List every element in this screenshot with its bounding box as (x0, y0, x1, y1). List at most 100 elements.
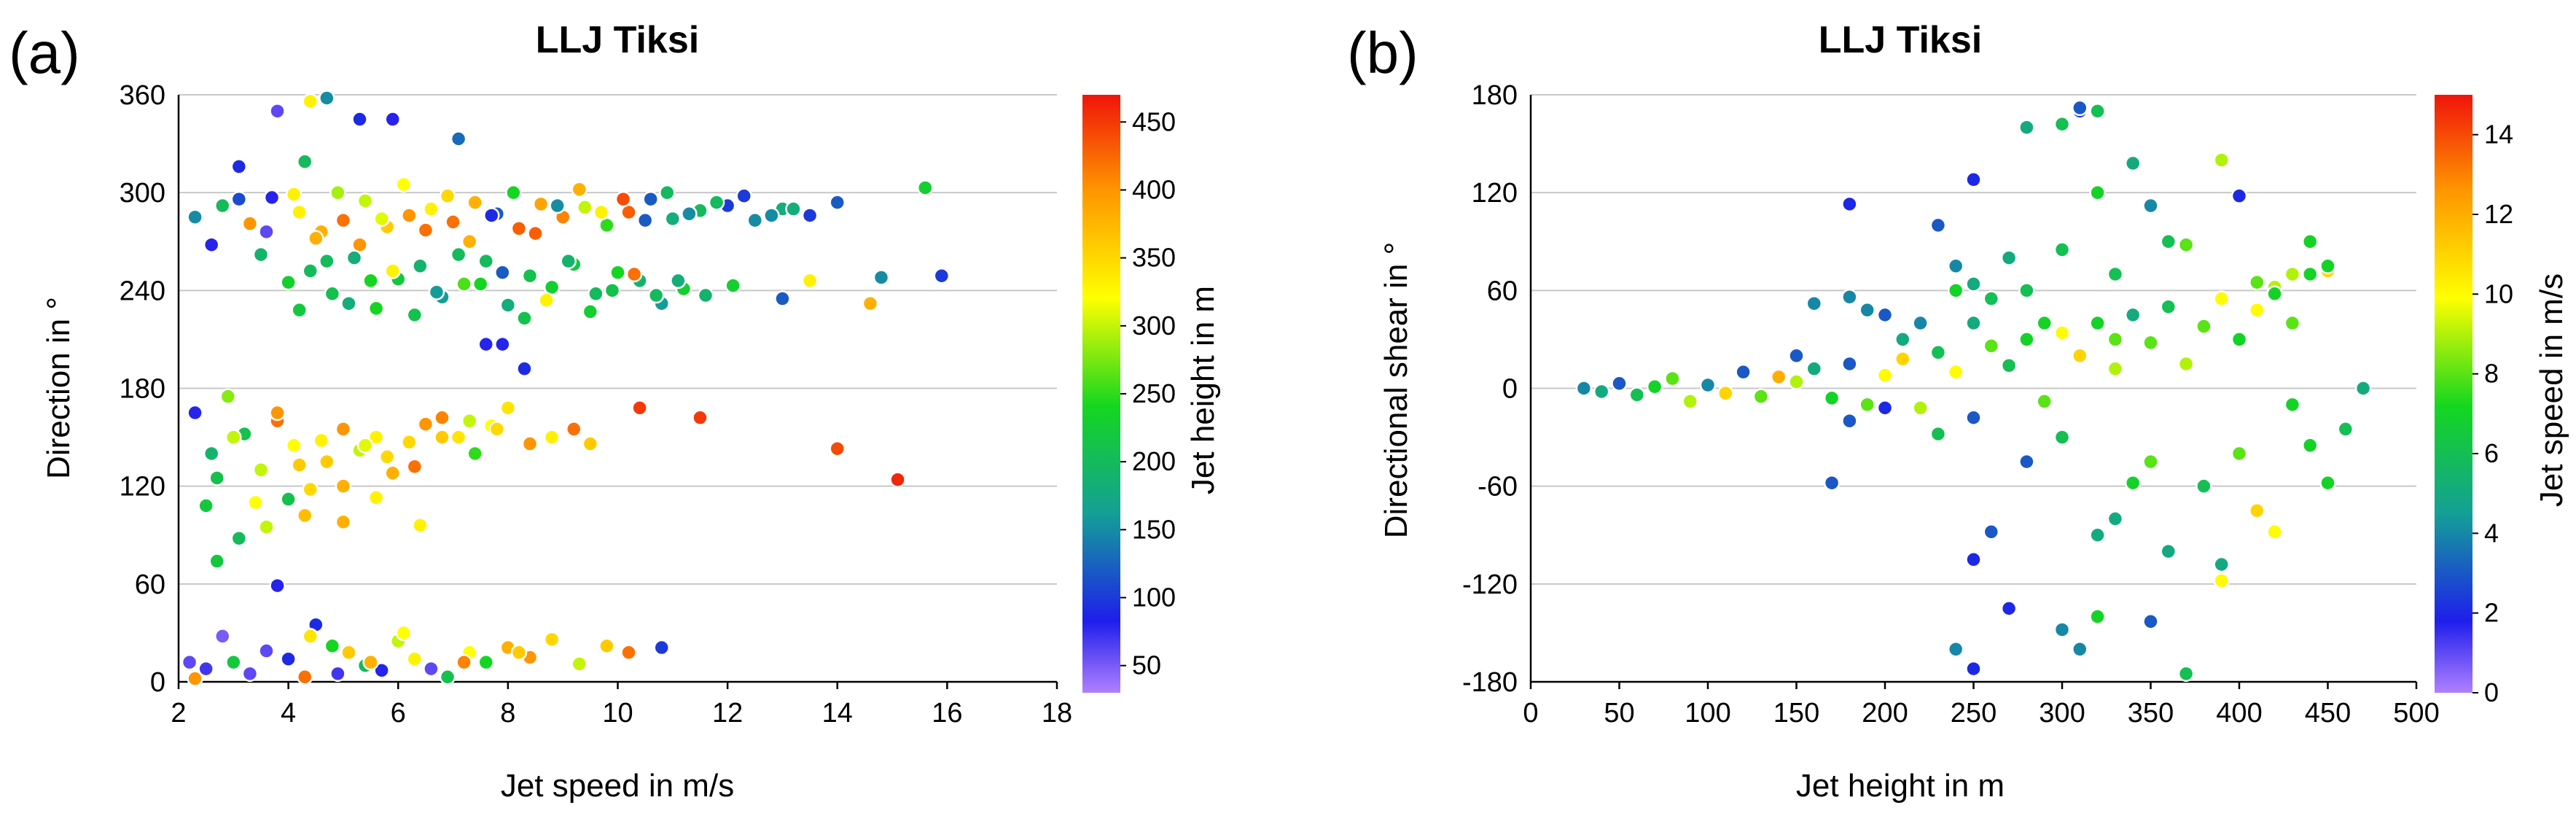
data-point (269, 577, 286, 594)
data-point (1929, 425, 1947, 443)
data-point (412, 257, 429, 275)
data-point (516, 310, 533, 327)
data-point (829, 440, 846, 457)
colorbar-a (1082, 95, 1120, 693)
data-point (472, 276, 489, 292)
data-point (2089, 103, 2106, 120)
data-point (187, 209, 203, 225)
data-point (2000, 249, 2018, 266)
data-point (456, 276, 472, 292)
data-point (2107, 331, 2124, 348)
panel-label-b: (b) (1347, 20, 1418, 85)
data-point (1859, 396, 1876, 413)
data-point (384, 465, 401, 482)
data-point (2177, 236, 2195, 253)
data-point (2142, 453, 2159, 470)
colorbar-tick-label-b: 4 (2484, 518, 2499, 548)
data-point (1876, 367, 1894, 384)
data-point (2036, 393, 2053, 410)
data-point (1823, 474, 1841, 491)
data-point (285, 437, 303, 454)
y-tick-label-a: 360 (120, 80, 165, 111)
data-point (302, 481, 319, 498)
data-point (2301, 233, 2319, 250)
data-point (2266, 524, 2283, 540)
data-point (1965, 171, 1982, 188)
data-point (181, 653, 198, 671)
data-point (2213, 556, 2230, 573)
data-point (681, 205, 698, 222)
data-point (571, 181, 588, 198)
data-point (725, 277, 741, 294)
x-tick-label-b: 100 (1685, 698, 1730, 728)
data-point (2249, 273, 2265, 291)
data-point (319, 252, 335, 270)
data-point (2337, 421, 2354, 438)
y-tick-label-b: 0 (1502, 374, 1518, 405)
data-point (362, 272, 379, 290)
data-point (456, 653, 472, 671)
data-point (889, 471, 906, 488)
data-point (2053, 429, 2071, 446)
data-point (647, 287, 665, 304)
y-tick-label-a: 0 (150, 667, 165, 698)
colorbar-tick-label-b: 0 (2484, 677, 2499, 707)
x-tick-label-a: 14 (822, 698, 853, 728)
data-point (1593, 383, 1610, 400)
colorbar-b (2435, 95, 2472, 693)
data-point (2213, 572, 2230, 589)
colorbar-tick-label-b: 14 (2484, 120, 2513, 149)
data-point (659, 184, 676, 201)
x-tick-label-b: 250 (1951, 698, 1997, 728)
data-point (1894, 331, 1911, 348)
data-point (785, 201, 802, 217)
data-point (1752, 388, 1770, 405)
data-point (735, 187, 752, 204)
data-point (247, 494, 264, 511)
data-point (2301, 265, 2319, 283)
data-point (2249, 301, 2265, 319)
data-point (636, 211, 654, 229)
data-point (543, 631, 561, 648)
data-point (2053, 116, 2071, 133)
data-point (2089, 314, 2106, 332)
data-point (313, 432, 330, 449)
data-point (187, 404, 203, 421)
data-point (384, 263, 401, 279)
data-point (340, 644, 357, 661)
data-point (346, 249, 363, 266)
data-point (335, 478, 352, 494)
data-point (1646, 378, 1663, 395)
data-point (801, 207, 819, 224)
y-tick-label-a: 60 (135, 570, 165, 600)
data-point (378, 448, 396, 465)
data-point (2089, 608, 2106, 625)
data-point (356, 193, 374, 209)
y-tick-label-b: -120 (1462, 570, 1518, 600)
data-point (609, 264, 626, 281)
data-point (2018, 453, 2035, 470)
data-point (1894, 351, 1911, 368)
data-point (467, 194, 483, 211)
data-point (2354, 380, 2372, 397)
data-point (373, 210, 390, 228)
data-point (269, 404, 286, 421)
data-point (1859, 301, 1876, 319)
data-point (401, 207, 418, 224)
data-point (423, 660, 440, 677)
data-point (467, 445, 483, 462)
data-point (1770, 368, 1787, 386)
data-point (356, 437, 374, 454)
data-point (263, 189, 281, 206)
colorbar-tick-label-a: 400 (1132, 174, 1176, 204)
data-point (862, 295, 879, 312)
data-point (593, 203, 610, 221)
data-point (285, 186, 303, 203)
data-point (488, 421, 506, 438)
y-tick-label-b: 60 (1487, 276, 1518, 306)
data-point (1965, 551, 1982, 568)
data-point (1841, 289, 1858, 306)
data-point (406, 306, 424, 324)
data-point (2124, 155, 2142, 172)
data-point (625, 265, 643, 283)
